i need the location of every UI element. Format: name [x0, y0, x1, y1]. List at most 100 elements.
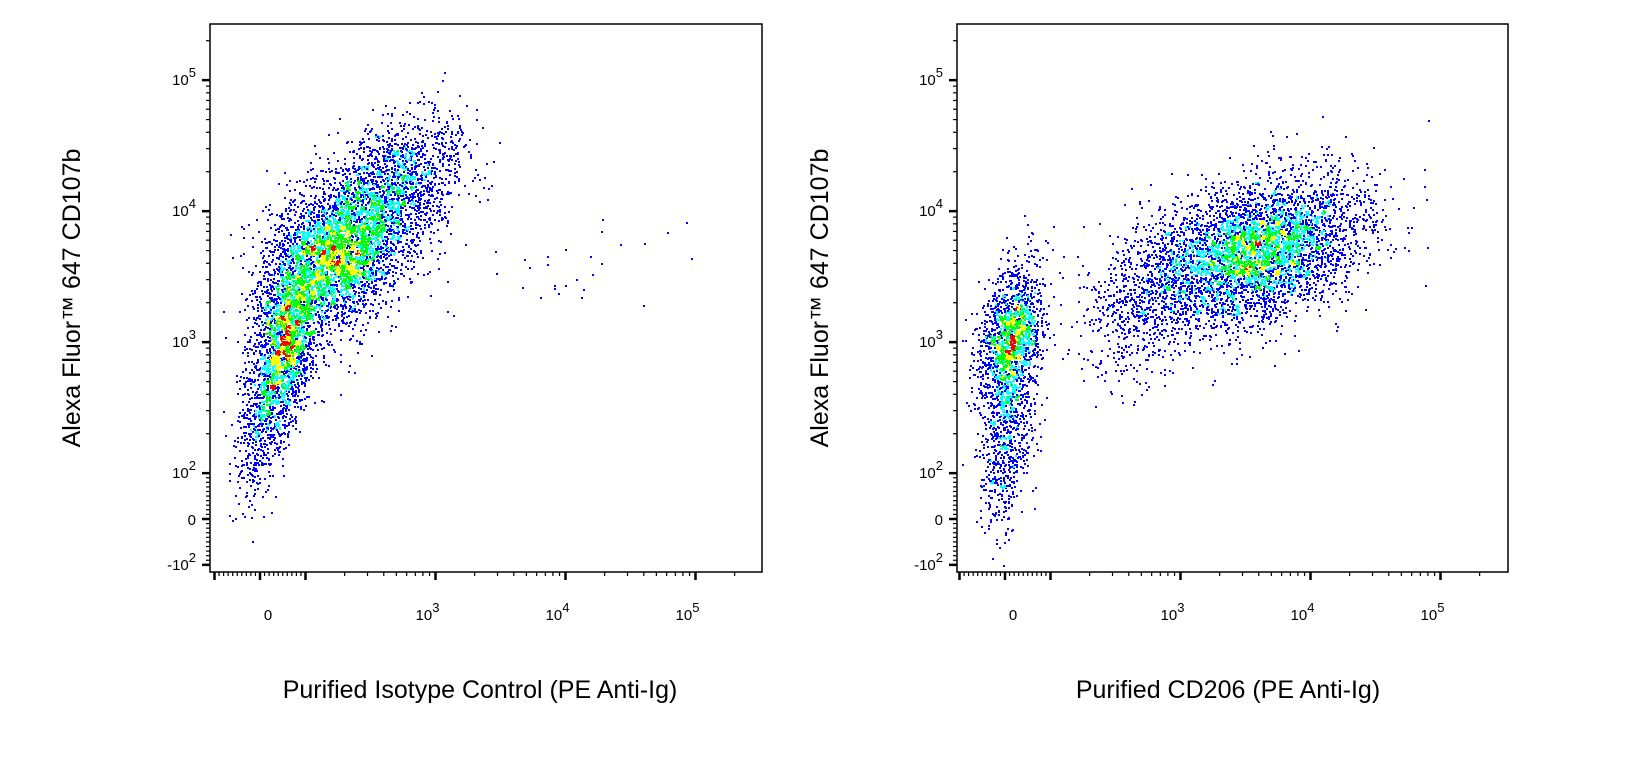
- event-dot: [384, 163, 386, 165]
- event-dot: [390, 254, 392, 256]
- event-dot: [296, 232, 298, 234]
- event-dot: [337, 290, 339, 292]
- event-dot: [305, 281, 307, 283]
- event-dot: [372, 304, 374, 306]
- event-dot: [269, 204, 271, 206]
- event-dot: [395, 326, 397, 328]
- event-dot: [343, 254, 345, 256]
- event-dot: [327, 158, 329, 160]
- event-dot: [312, 286, 314, 288]
- event-dot: [307, 209, 309, 211]
- event-dot: [294, 252, 296, 254]
- event-dot: [251, 290, 253, 292]
- event-dot: [280, 440, 282, 442]
- event-dot: [310, 343, 312, 345]
- event-dot: [307, 231, 309, 233]
- event-dot: [336, 229, 338, 231]
- event-dot: [347, 195, 349, 197]
- event-dot: [359, 238, 361, 240]
- event-dot: [323, 287, 325, 289]
- event-dot: [398, 299, 400, 301]
- event-dot: [345, 286, 347, 288]
- event-dot: [243, 228, 245, 230]
- event-dot: [378, 278, 380, 280]
- event-dot: [301, 278, 303, 280]
- event-dot: [320, 302, 322, 304]
- event-dot: [274, 249, 276, 251]
- event-dot: [242, 371, 244, 373]
- event-dot: [348, 215, 350, 217]
- event-dot: [323, 401, 325, 403]
- event-dot: [296, 267, 298, 269]
- event-dot: [380, 307, 382, 309]
- event-dot: [328, 162, 330, 164]
- event-dot: [430, 295, 432, 297]
- event-dot: [246, 298, 248, 300]
- event-dot: [293, 248, 295, 250]
- event-dot: [342, 289, 344, 291]
- event-dot: [292, 258, 294, 260]
- event-dot: [361, 273, 363, 275]
- event-dot: [339, 212, 341, 214]
- event-dot: [300, 217, 302, 219]
- event-dot: [333, 278, 335, 280]
- event-dot: [308, 379, 310, 381]
- event-dot: [316, 203, 318, 205]
- event-dot: [337, 172, 339, 174]
- event-dot: [294, 406, 296, 408]
- event-dot: [261, 241, 263, 243]
- event-dot: [355, 291, 357, 293]
- event-dot: [281, 264, 283, 266]
- event-dot: [273, 269, 275, 271]
- event-dot: [306, 250, 308, 252]
- event-dot: [289, 218, 291, 220]
- event-dot: [344, 275, 346, 277]
- event-dot: [306, 293, 308, 295]
- event-dot: [370, 153, 372, 155]
- event-dot: [370, 267, 372, 269]
- event-dot: [356, 198, 358, 200]
- event-dot: [269, 250, 271, 252]
- event-dot: [359, 192, 361, 194]
- event-dot: [336, 288, 338, 290]
- event-dot: [324, 193, 326, 195]
- event-dot: [276, 443, 278, 445]
- event-dot: [340, 283, 342, 285]
- event-dot: [285, 249, 287, 251]
- event-dot: [319, 239, 321, 241]
- event-dot: [289, 357, 291, 359]
- event-dot: [269, 214, 271, 216]
- event-dot: [391, 265, 393, 267]
- event-dot: [358, 231, 360, 233]
- event-dot: [266, 333, 268, 335]
- event-dot: [301, 243, 303, 245]
- event-dot: [310, 244, 312, 246]
- event-dot: [274, 272, 276, 274]
- event-dot: [303, 225, 305, 227]
- event-dot: [247, 355, 249, 357]
- event-dot: [308, 345, 310, 347]
- event-dot: [328, 242, 330, 244]
- event-dots: [223, 72, 693, 543]
- event-dot: [281, 213, 283, 215]
- event-dot: [285, 210, 287, 212]
- event-dot: [420, 215, 422, 217]
- event-dot: [316, 257, 318, 259]
- event-dot: [349, 240, 351, 242]
- event-dot: [366, 289, 368, 291]
- event-dot: [333, 222, 335, 224]
- event-dot: [309, 279, 311, 281]
- event-dot: [378, 140, 380, 142]
- event-dot: [299, 431, 301, 433]
- event-dot: [370, 192, 372, 194]
- event-dot: [285, 258, 287, 260]
- event-dot: [314, 285, 316, 287]
- event-dot: [407, 251, 409, 253]
- event-dot: [360, 196, 362, 198]
- event-dot: [365, 238, 367, 240]
- event-dot: [354, 324, 356, 326]
- event-dot: [341, 226, 343, 228]
- event-dot: [369, 175, 371, 177]
- event-dot: [266, 261, 268, 263]
- event-dot: [299, 309, 301, 311]
